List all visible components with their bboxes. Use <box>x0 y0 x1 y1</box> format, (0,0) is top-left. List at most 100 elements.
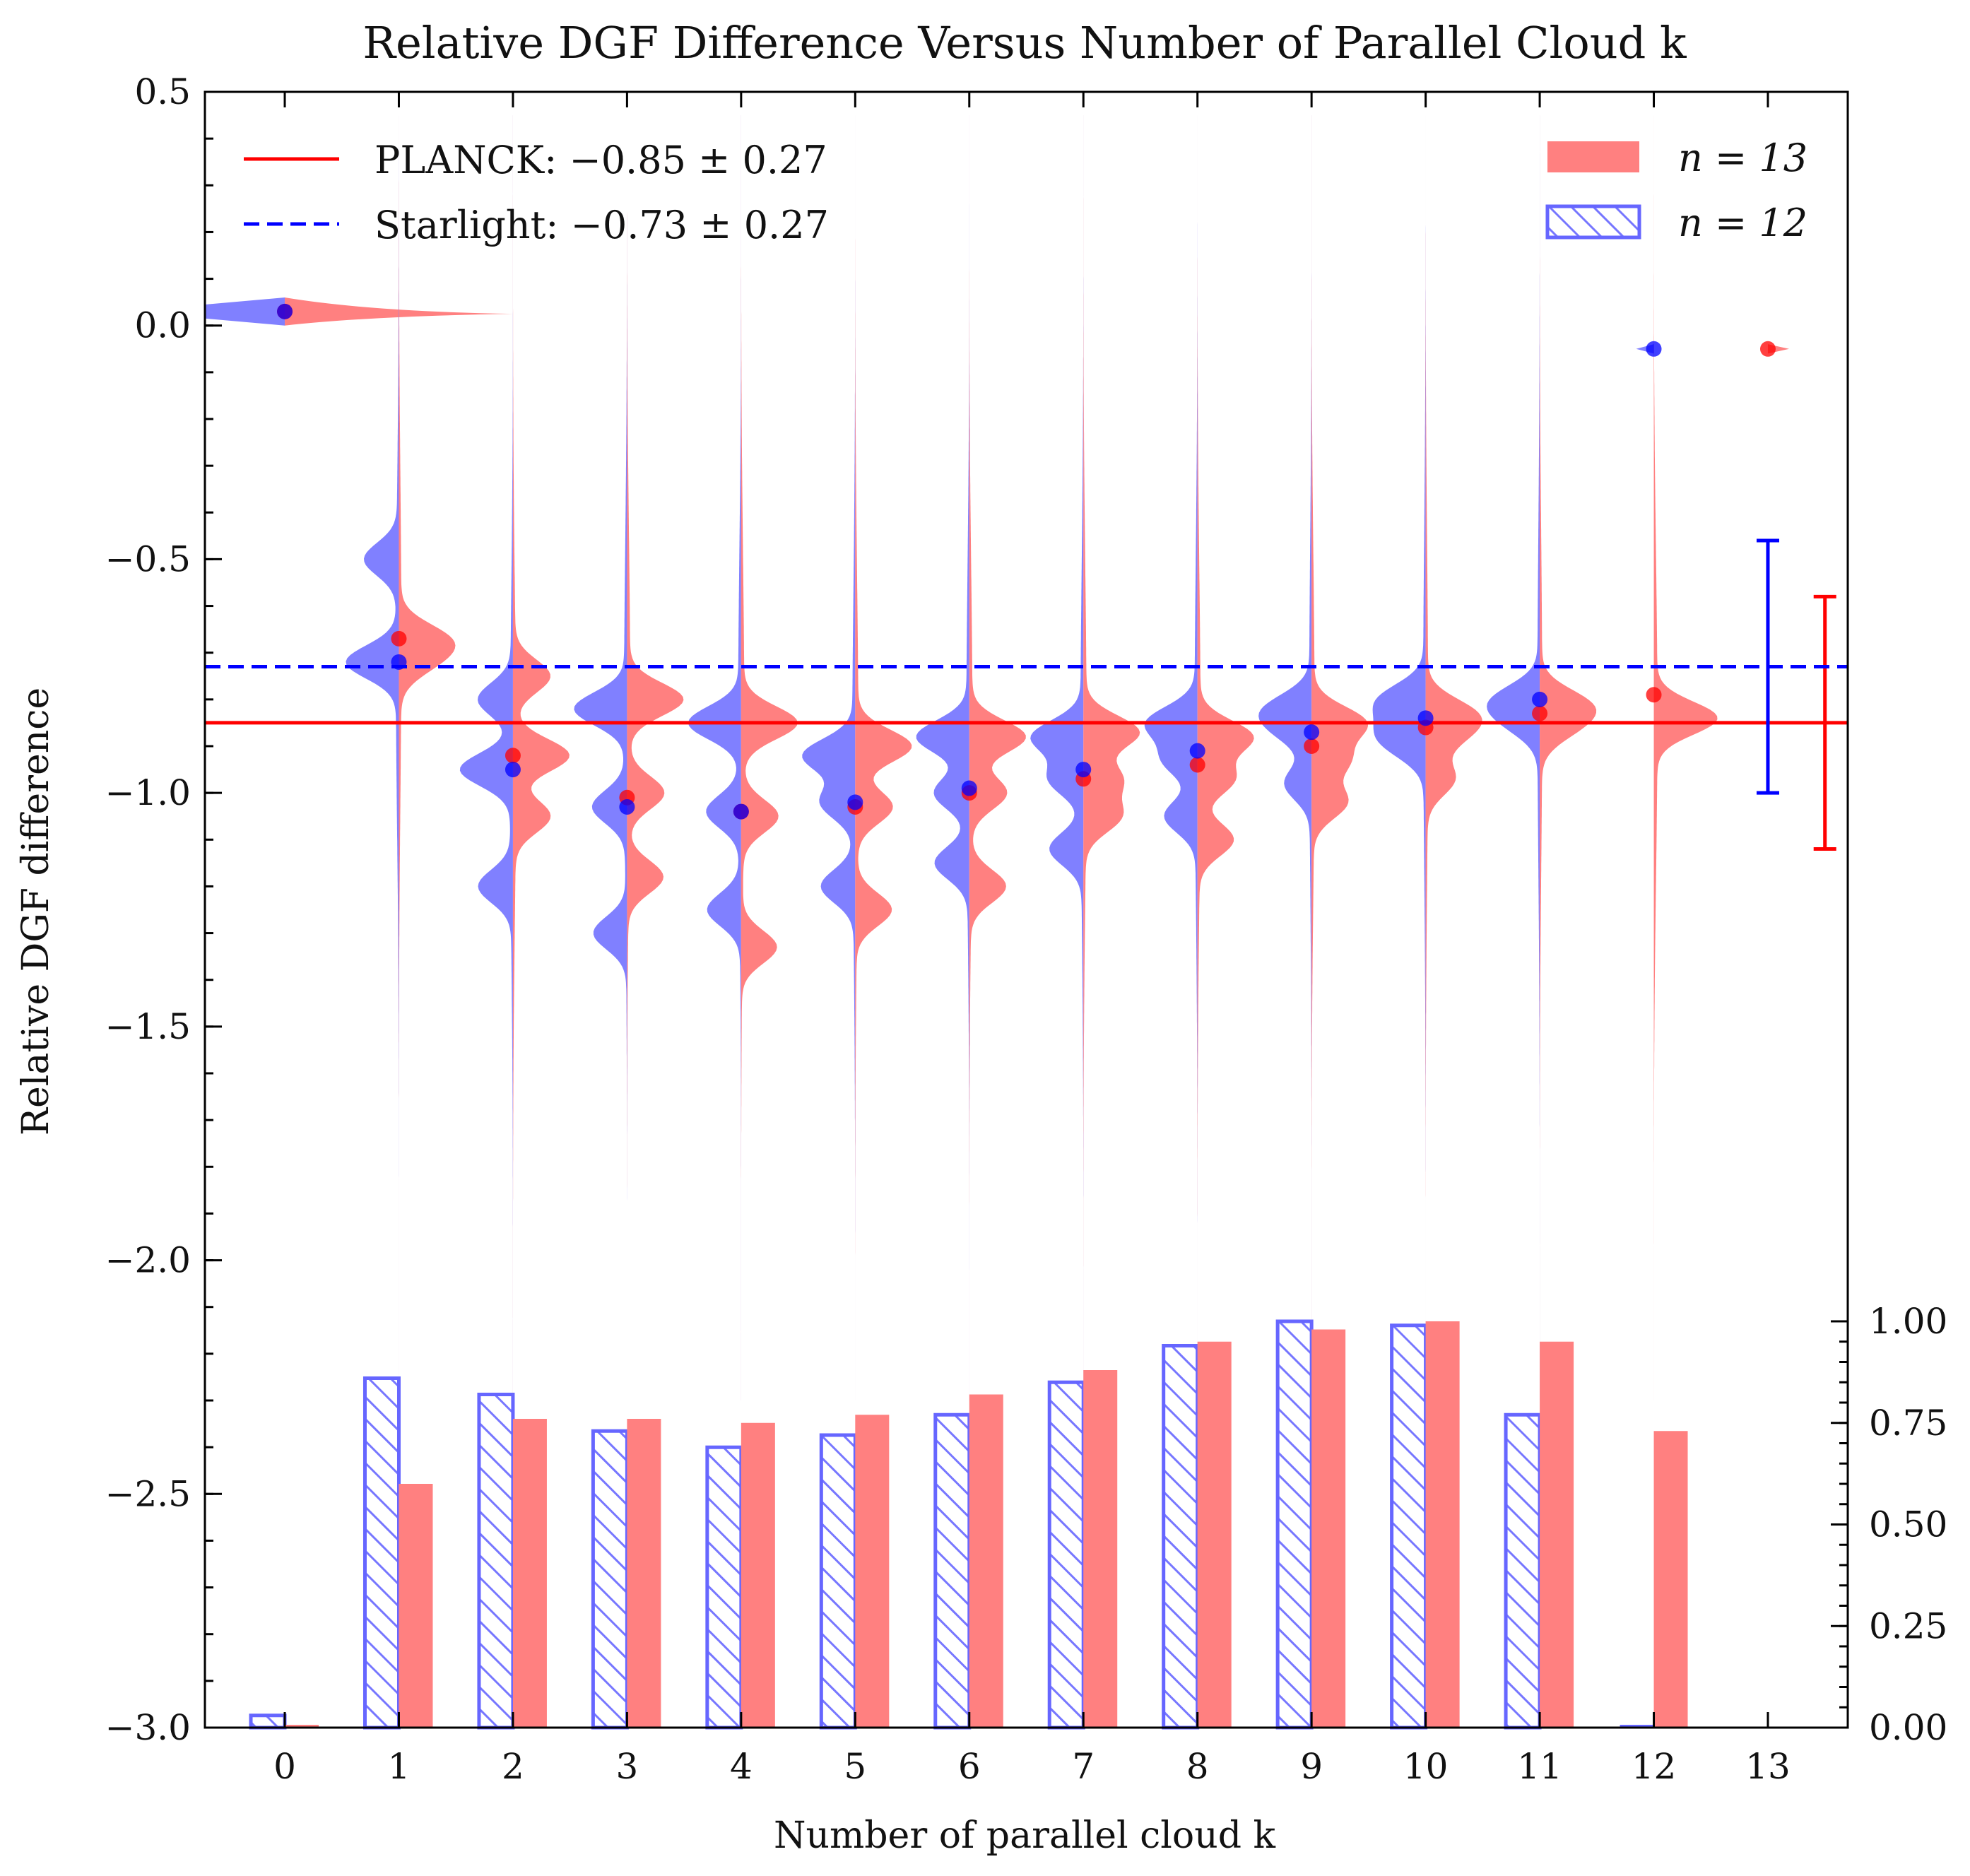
median-n12-k10 <box>1417 710 1434 726</box>
median-n12-k1 <box>391 654 407 670</box>
median-points-layer <box>277 303 1776 820</box>
y-tick-label-6: −2.5 <box>105 1473 191 1514</box>
violin-n13-k6 <box>969 115 1026 1401</box>
violin-n12-k10 <box>1372 115 1426 1401</box>
y-tick-label-1: 0.0 <box>134 305 191 346</box>
x-tick-label-4: 4 <box>730 1746 753 1787</box>
median-n12-k2 <box>505 762 521 778</box>
y2-tick-label-2: 0.50 <box>1869 1504 1947 1545</box>
violin-n12-k2 <box>459 115 513 1401</box>
bar-n12-k5 <box>819 1433 857 1730</box>
x-tick-label-12: 12 <box>1632 1746 1677 1787</box>
bar-n12-k1 <box>362 1376 401 1730</box>
x-tick-label-0: 0 <box>273 1746 296 1787</box>
violin-n13-k10 <box>1425 115 1482 1401</box>
bars-layer <box>249 1319 1688 1730</box>
x-tick-label-8: 8 <box>1186 1746 1209 1787</box>
bar-n12-k6 <box>933 1412 972 1730</box>
median-n13-k12 <box>1646 687 1662 703</box>
y-tick-label-3: −1.0 <box>105 772 191 813</box>
legend-bars: n = 13 n = 12 <box>1545 136 1807 245</box>
median-n12-k8 <box>1189 743 1205 759</box>
x-tick-label-3: 3 <box>615 1746 638 1787</box>
violin-n12-k9 <box>1258 115 1312 1401</box>
legend-lines: PLANCK: −0.85 ± 0.27 Starlight: −0.73 ± 0… <box>244 138 829 247</box>
bar-n13-k10 <box>1425 1321 1460 1728</box>
violin-n12-k8 <box>1144 115 1198 1401</box>
bar-n13-k11 <box>1540 1341 1574 1728</box>
median-n13-k11 <box>1532 705 1548 721</box>
bar-n13-k7 <box>1083 1370 1118 1728</box>
bar-n13-k8 <box>1197 1341 1232 1728</box>
chart-title: Relative DGF Difference Versus Number of… <box>362 17 1687 69</box>
median-n12-k6 <box>961 780 977 796</box>
x-tick-label-9: 9 <box>1300 1746 1323 1787</box>
ticks-layer: 0 1 2 3 4 5 6 7 8 9 10 11 12 130.50.0−0.5−1.0−1.5−2.0… <box>105 71 1948 1787</box>
violin-n12-k3 <box>574 115 627 1401</box>
violin-n12-k11 <box>1487 115 1540 1401</box>
violin-n12-k6 <box>916 115 969 1401</box>
violins-layer <box>205 115 1789 1401</box>
y2-tick-label-3: 0.25 <box>1869 1605 1947 1646</box>
y-tick-label-0: 0.5 <box>134 71 191 112</box>
y-tick-label-2: −0.5 <box>105 538 191 579</box>
bar-n13-k2 <box>512 1419 547 1728</box>
median-n13-k9 <box>1304 738 1320 754</box>
violin-n12-k7 <box>1030 115 1084 1401</box>
x-tick-label-11: 11 <box>1517 1746 1562 1787</box>
violin-n12-k5 <box>802 115 856 1401</box>
violin-n13-k11 <box>1540 115 1597 1401</box>
median-n12-k3 <box>619 798 635 815</box>
bar-n12-k4 <box>705 1445 743 1730</box>
x-tick-label-7: 7 <box>1072 1746 1095 1787</box>
legend-n12-swatch <box>1545 204 1641 240</box>
x-tick-label-6: 6 <box>958 1746 981 1787</box>
bar-n12-k3 <box>591 1429 629 1730</box>
bar-n12-k0 <box>249 1713 287 1730</box>
violin-n13-k1 <box>399 115 456 1401</box>
median-n13-k8 <box>1189 757 1205 773</box>
median-n12-k4 <box>733 803 749 820</box>
violin-n13-k5 <box>855 115 912 1401</box>
median-n12-k7 <box>1075 762 1092 778</box>
x-tick-label-1: 1 <box>388 1746 411 1787</box>
y-tick-label-4: −1.5 <box>105 1006 191 1047</box>
violin-n13-k4 <box>741 115 798 1401</box>
bar-n12-k7 <box>1047 1380 1085 1730</box>
bar-n12-k2 <box>477 1393 515 1730</box>
x-tick-label-13: 13 <box>1745 1746 1791 1787</box>
bar-n13-k12 <box>1653 1431 1688 1728</box>
legend-planck-label: PLANCK: −0.85 ± 0.27 <box>374 138 827 182</box>
median-n12-k12 <box>1646 341 1662 357</box>
x-tick-label-10: 10 <box>1403 1746 1449 1787</box>
y2-tick-label-4: 0.00 <box>1869 1707 1947 1748</box>
bar-n13-k6 <box>969 1394 1003 1728</box>
legend-n13-swatch <box>1547 141 1639 172</box>
violin-n13-k7 <box>1083 115 1140 1401</box>
y2-tick-label-0: 1.00 <box>1869 1301 1947 1342</box>
median-n12-k9 <box>1304 724 1320 741</box>
legend-starlight-label: Starlight: −0.73 ± 0.27 <box>374 203 829 247</box>
legend-n13-label: n = 13 <box>1678 136 1807 180</box>
bar-n13-k4 <box>741 1422 775 1728</box>
median-n13-k1 <box>391 630 407 647</box>
bar-n13-k1 <box>399 1484 433 1728</box>
reference-lines-layer <box>205 538 1848 851</box>
violin-n13-k12 <box>1653 115 1718 1401</box>
median-n12-k0 <box>277 303 293 319</box>
bar-n12-k11 <box>1504 1412 1542 1730</box>
violin-n12-k4 <box>688 115 741 1401</box>
violin-n13-k3 <box>627 115 684 1401</box>
plot-frame <box>204 90 1849 1729</box>
y-axis-label: Relative DGF difference <box>15 688 57 1135</box>
median-n12-k11 <box>1532 691 1548 707</box>
bar-n13-k9 <box>1311 1329 1346 1728</box>
median-n12-k5 <box>847 794 863 810</box>
x-tick-label-2: 2 <box>502 1746 524 1787</box>
y-tick-label-7: −3.0 <box>105 1707 191 1748</box>
bar-n12-k8 <box>1162 1344 1200 1730</box>
y2-tick-label-1: 0.75 <box>1869 1403 1947 1444</box>
violin-n13-k2 <box>512 115 570 1401</box>
violin-n13-k8 <box>1197 115 1254 1401</box>
